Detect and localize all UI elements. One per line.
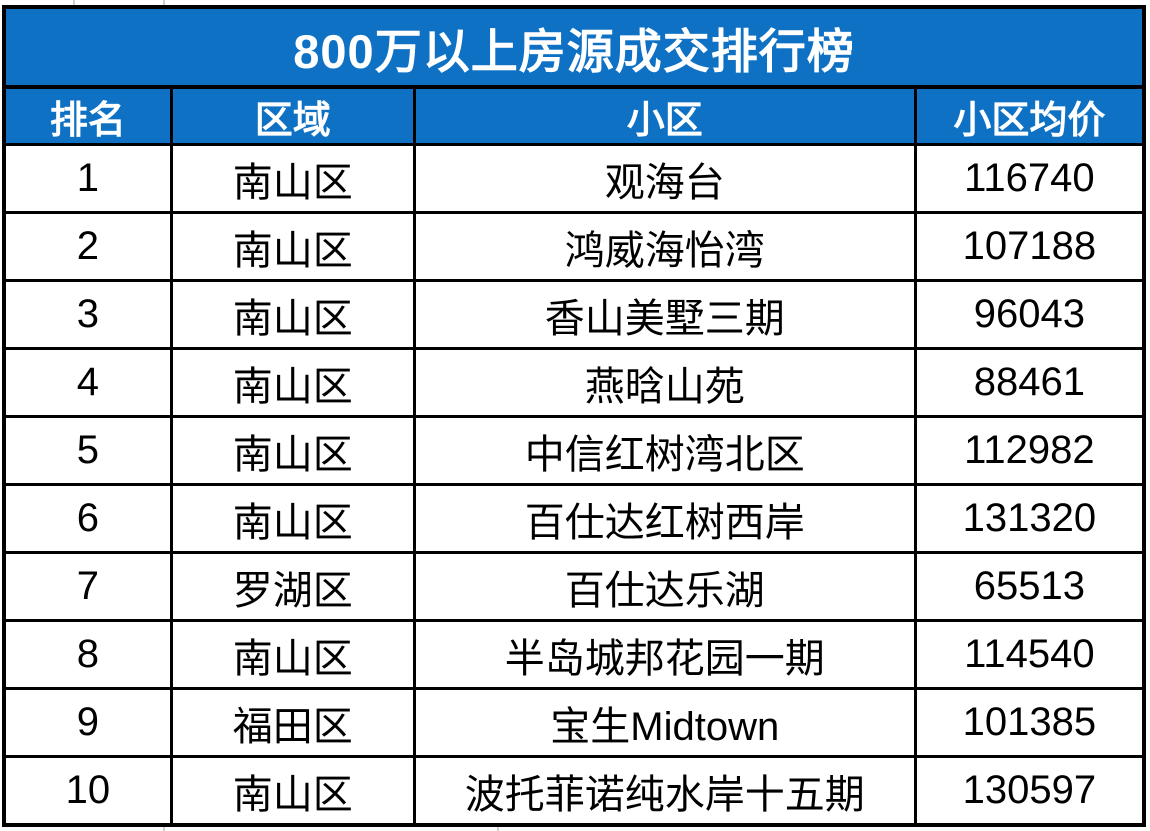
district-cell: 南山区 — [169, 418, 413, 483]
price-cell: 130597 — [913, 758, 1142, 823]
rank-cell: 5 — [76, 428, 99, 472]
community-cell: 燕晗山苑 — [412, 350, 914, 415]
table-row: 1 南山区 观海台 116740 — [6, 143, 1142, 211]
community-cell: 百仕达乐湖 — [412, 554, 914, 619]
community-cell: 半岛城邦花园一期 — [412, 622, 914, 687]
community-cell: 观海台 — [412, 146, 914, 211]
rank-cell: 3 — [76, 292, 99, 336]
community-cell: 百仕达红树西岸 — [412, 486, 914, 551]
gridline-stub — [163, 0, 165, 5]
district-cell: 南山区 — [169, 350, 413, 415]
gridline-stub — [163, 827, 165, 831]
district-cell: 南山区 — [169, 758, 413, 823]
community-cell: 波托菲诺纯水岸十五期 — [412, 758, 914, 823]
column-header-rank: 排名 — [49, 100, 126, 142]
column-header-district: 区域 — [169, 89, 413, 144]
community-cell: 宝生Midtown — [412, 690, 914, 755]
table-row: 5 南山区 中信红树湾北区 112982 — [6, 415, 1142, 483]
table-row: 9 福田区 宝生Midtown 101385 — [6, 687, 1142, 755]
rank-cell: 8 — [76, 632, 99, 676]
table-row: 7 罗湖区 百仕达乐湖 65513 — [6, 551, 1142, 619]
gridline-stub — [497, 827, 499, 831]
price-cell: 65513 — [913, 554, 1142, 619]
district-cell: 南山区 — [169, 282, 413, 347]
table-row: 3 南山区 香山美墅三期 96043 — [6, 279, 1142, 347]
district-cell: 福田区 — [169, 690, 413, 755]
district-cell: 南山区 — [169, 622, 413, 687]
district-cell: 南山区 — [169, 146, 413, 211]
rank-cell: 9 — [76, 700, 99, 744]
community-cell: 鸿威海怡湾 — [412, 214, 914, 279]
community-cell: 香山美墅三期 — [412, 282, 914, 347]
price-cell: 101385 — [913, 690, 1142, 755]
rank-cell: 10 — [65, 768, 111, 812]
column-header-avg-price: 小区均价 — [913, 89, 1142, 144]
table-row: 10 南山区 波托菲诺纯水岸十五期 130597 — [6, 755, 1142, 823]
price-cell: 131320 — [913, 486, 1142, 551]
community-cell: 中信红树湾北区 — [412, 418, 914, 483]
price-cell: 112982 — [913, 418, 1142, 483]
table-row: 2 南山区 鸿威海怡湾 107188 — [6, 211, 1142, 279]
price-cell: 114540 — [913, 622, 1142, 687]
table-body: 1 南山区 观海台 116740 2 南山区 鸿威海怡湾 107188 3 南山区 香山美墅三期 96… — [6, 143, 1142, 823]
table-row: 4 南山区 燕晗山苑 88461 — [6, 347, 1142, 415]
column-header-community: 小区 — [412, 89, 914, 144]
table-row: 8 南山区 半岛城邦花园一期 114540 — [6, 619, 1142, 687]
rank-cell: 6 — [76, 496, 99, 540]
price-cell: 116740 — [913, 146, 1142, 211]
table-row: 6 南山区 百仕达红树西岸 131320 — [6, 483, 1142, 551]
price-cell: 88461 — [913, 350, 1142, 415]
table-title: 800万以上房源成交排行榜 — [6, 9, 1142, 85]
price-cell: 96043 — [913, 282, 1142, 347]
gridline-stub — [73, 0, 75, 5]
price-cell: 107188 — [913, 214, 1142, 279]
rank-cell: 1 — [76, 156, 99, 200]
rank-cell: 2 — [76, 224, 99, 268]
table-header-row: 排名 区域 小区 小区均价 — [6, 85, 1142, 144]
rank-cell: 4 — [76, 360, 99, 404]
ranking-table: 800万以上房源成交排行榜 排名 区域 小区 小区均价 1 南山区 观海台 11674… — [2, 5, 1146, 827]
district-cell: 罗湖区 — [169, 554, 413, 619]
district-cell: 南山区 — [169, 214, 413, 279]
district-cell: 南山区 — [169, 486, 413, 551]
rank-cell: 7 — [76, 564, 99, 608]
